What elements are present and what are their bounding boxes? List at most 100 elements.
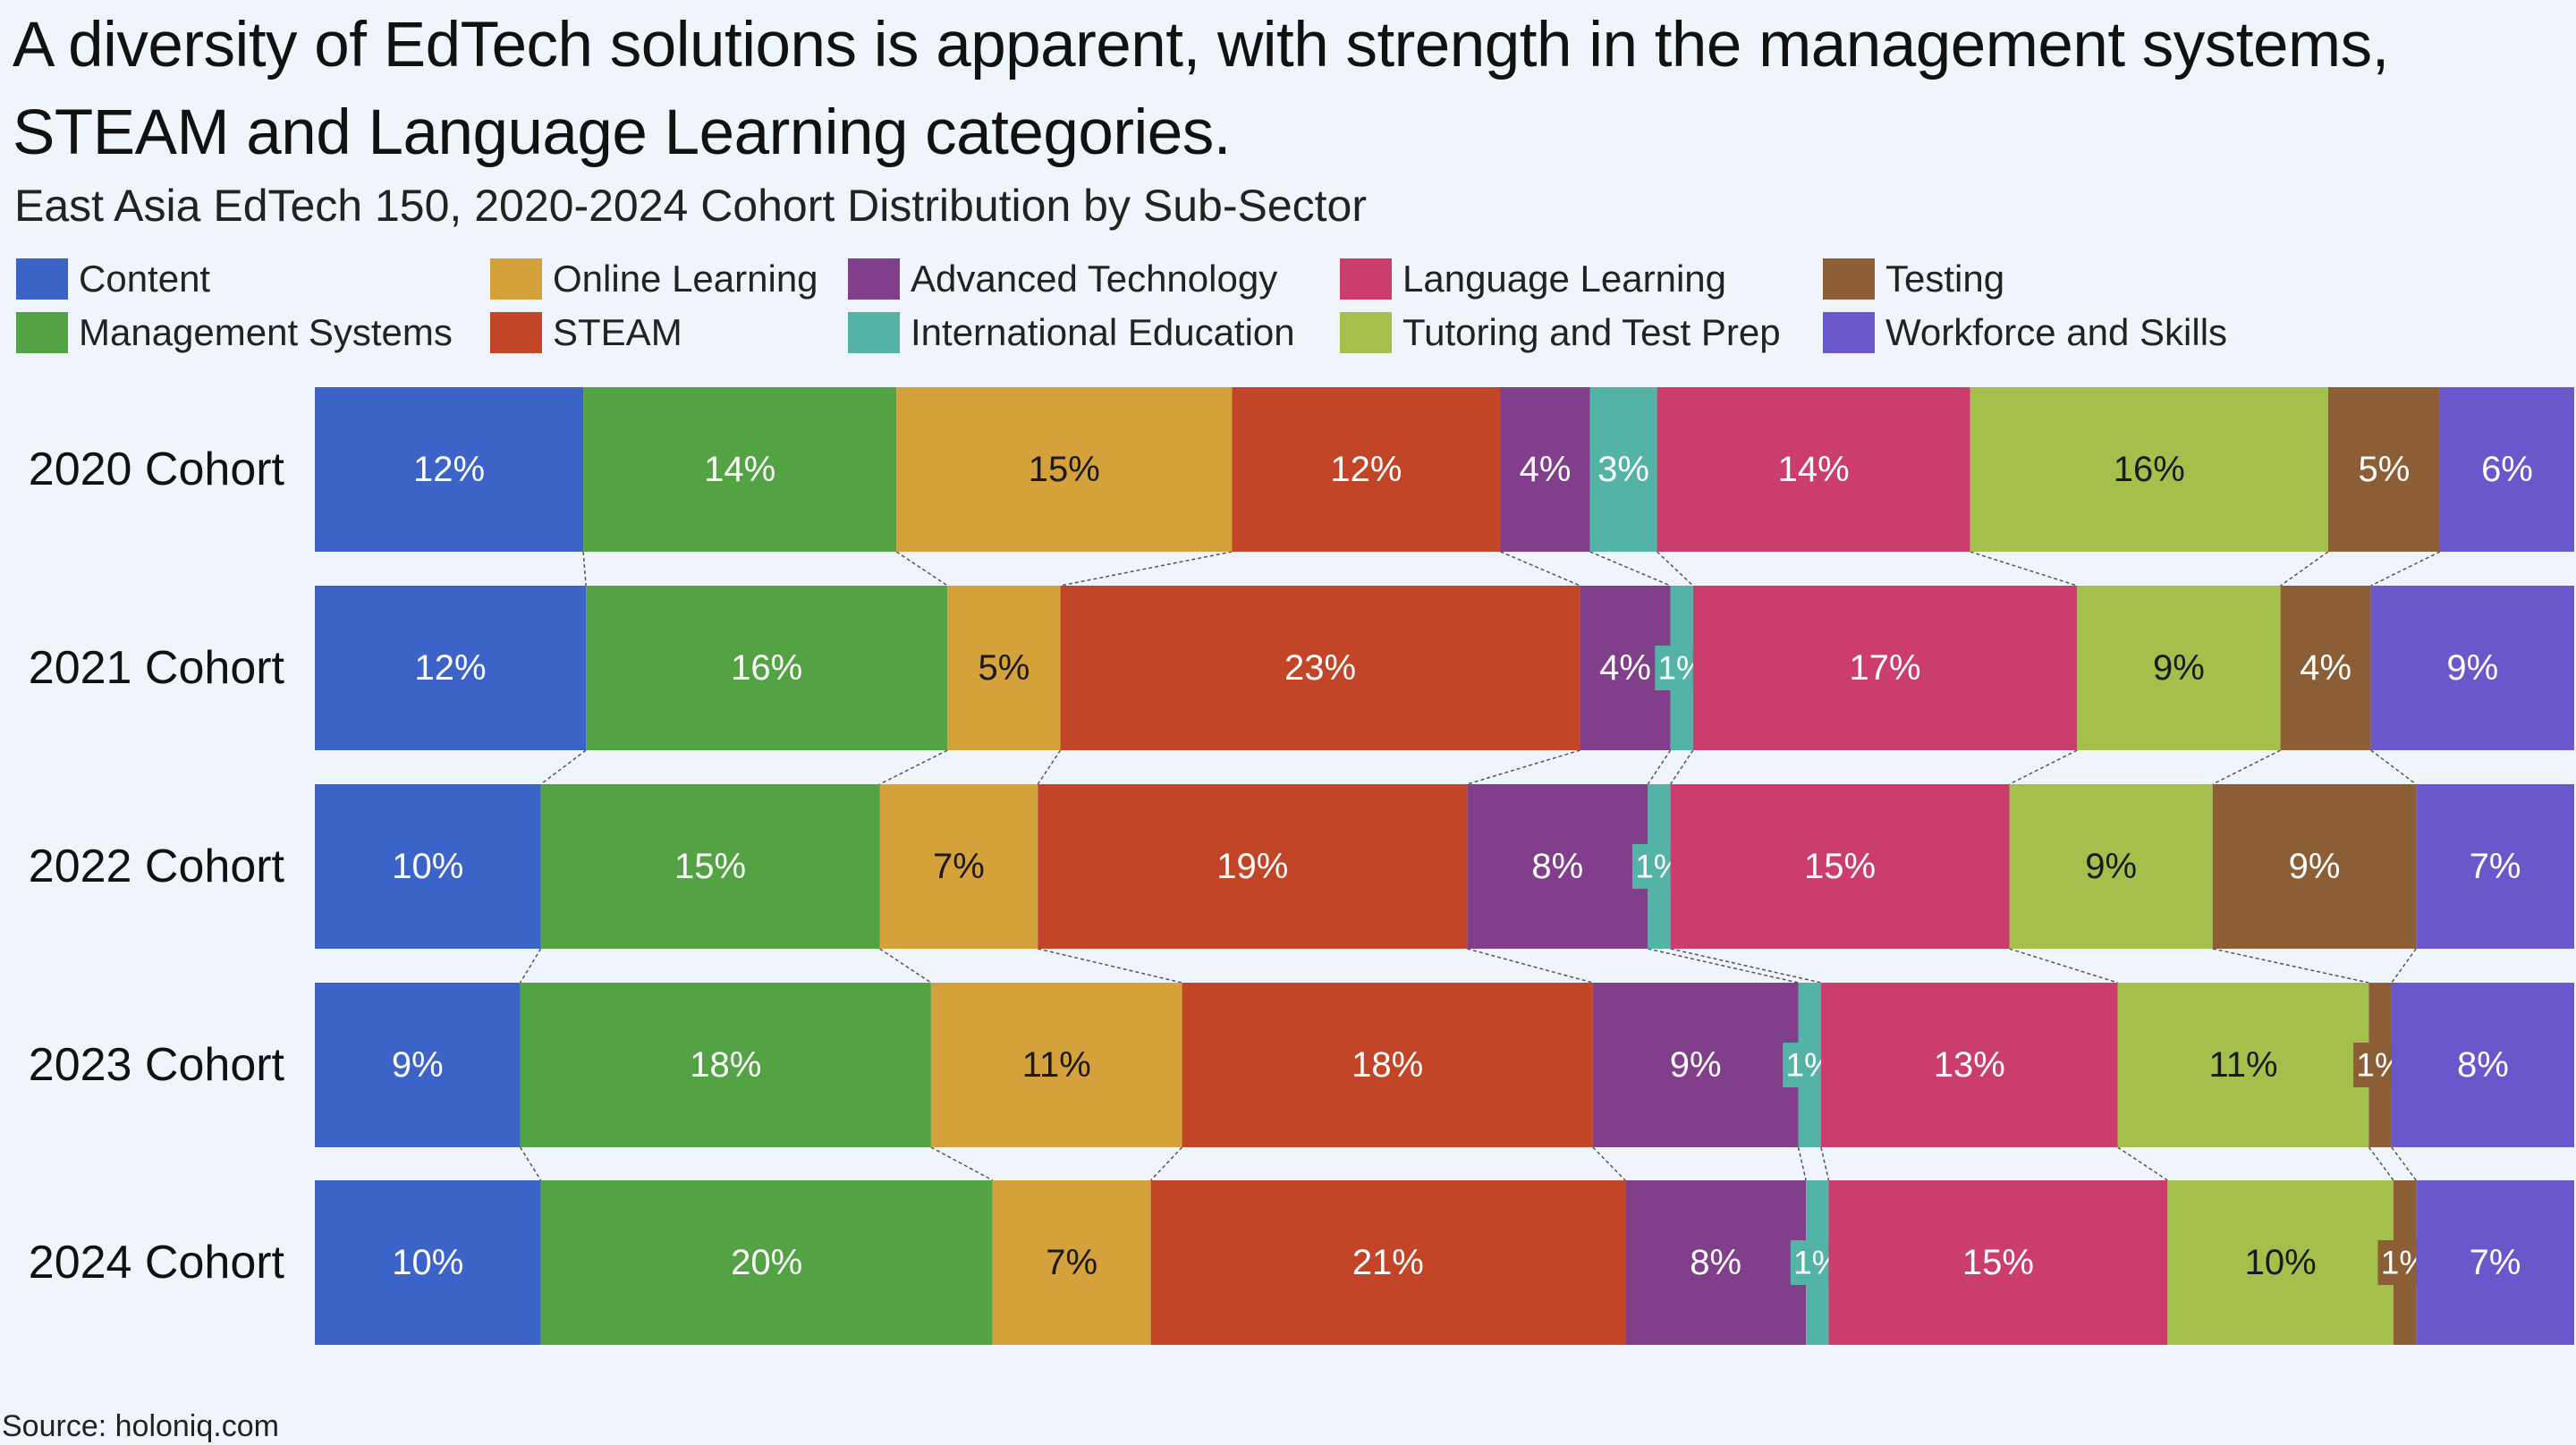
connector-line [1500,551,1580,587]
bar-segment [2280,586,2371,750]
connector-line [2117,1146,2168,1181]
bar-segment [896,387,1233,552]
connector-line [1467,749,1580,785]
data-label: 9% [2289,847,2341,886]
data-label: 5% [2359,450,2411,489]
data-label: 14% [1778,450,1850,489]
legend-item: International Education [848,311,1295,353]
legend-item: Testing [1823,258,2004,300]
connector-line [2212,948,2369,984]
connector-line [1669,749,1694,785]
connector-line [1060,551,1233,587]
bar-segment [2391,983,2574,1147]
data-label: 12% [1330,450,1402,489]
data-label: 15% [674,847,746,886]
data-label: 7% [933,847,985,886]
data-label: 7% [2470,847,2521,886]
bar-segment [1182,983,1593,1147]
connector-line [1670,948,1822,984]
bar-segment [930,983,1182,1147]
data-label: 9% [2446,648,2498,688]
bar-segment [1232,387,1501,552]
legend-item: Online Learning [490,258,818,300]
row-label: 2022 Cohort [28,841,284,892]
data-label: 10% [392,1243,463,1282]
bar-segment [2117,983,2369,1147]
legend-swatch [1823,258,1875,300]
bar-segment [1970,387,2328,552]
legend-swatch [490,258,542,300]
bar-segment [1589,387,1657,552]
data-label: 18% [1352,1045,1423,1085]
connector-line [895,551,948,587]
bar-segment [1828,1180,2168,1345]
bar-segment [315,586,587,750]
connector-line [2280,551,2329,587]
legend-swatch [1340,312,1392,353]
connector-line [519,948,542,984]
data-label: 14% [704,450,775,489]
row-label: 2021 Cohort [28,642,284,694]
legend-item: Advanced Technology [848,258,1277,300]
legend-swatch [848,258,900,300]
bar-segment [1592,983,1799,1147]
connector-line [540,749,587,785]
data-label: 9% [2153,648,2205,688]
connector-line [879,948,932,984]
bar-segment [947,586,1061,750]
bar-segment [2416,1180,2574,1345]
legend-swatch [848,312,900,353]
bar-segment [1670,784,2010,949]
connector-line [1037,749,1062,785]
data-label: 5% [979,648,1030,688]
data-label: 21% [1352,1243,1424,1282]
data-label: 23% [1284,648,1356,688]
legend-item: Workforce and Skills [1823,311,2228,353]
bar-segment [1500,387,1590,552]
bar-segment [2370,586,2574,750]
data-label: 9% [392,1045,444,1085]
data-label: 17% [1850,648,1921,688]
bar-segment [992,1180,1151,1345]
legend-swatch [1340,258,1392,300]
bar-segment [1821,983,2118,1147]
bar-segment [583,387,897,552]
bar-segment [2416,784,2574,949]
bar-segment [315,983,521,1147]
connector-line [1589,551,1671,587]
chart-title: A diversity of EdTech solutions is appar… [13,10,2389,168]
bar-segment [1625,1180,1807,1345]
connector-line [1820,1146,1830,1181]
connector-line [2370,551,2441,587]
data-label: 8% [2457,1045,2509,1085]
legend-swatch [16,258,68,300]
data-label: 13% [1934,1045,2005,1085]
data-label: 9% [2085,847,2137,886]
data-label: 8% [1690,1243,1741,1282]
data-label: 10% [392,847,463,886]
data-label: 4% [1520,450,1572,489]
bar-segment [879,784,1038,949]
connector-line [1970,551,2078,587]
connector-line [1592,1146,1626,1181]
data-label: 3% [1597,450,1649,489]
legend-label: Language Learning [1402,258,1727,300]
data-label: 15% [1029,450,1100,489]
row-label: 2024 Cohort [28,1237,284,1289]
connector-line [2370,749,2417,785]
data-label: 9% [1670,1045,1722,1085]
data-label: 4% [2300,648,2351,688]
chart-subtitle: East Asia EdTech 150, 2020-2024 Cohort D… [14,181,1367,231]
legend-label: Workforce and Skills [1885,311,2228,353]
data-label: 8% [1531,847,1583,886]
connector-line [1150,1146,1183,1181]
connector-line [1038,948,1182,984]
data-label: 11% [1022,1045,1091,1085]
source-note: Source: holoniq.com [2,1409,279,1443]
connector-line [879,749,948,785]
connector-line [2391,948,2417,984]
connector-line [930,1146,994,1181]
bar-segment [586,586,948,750]
data-label: 18% [690,1045,761,1085]
data-label: 16% [2114,450,2185,489]
